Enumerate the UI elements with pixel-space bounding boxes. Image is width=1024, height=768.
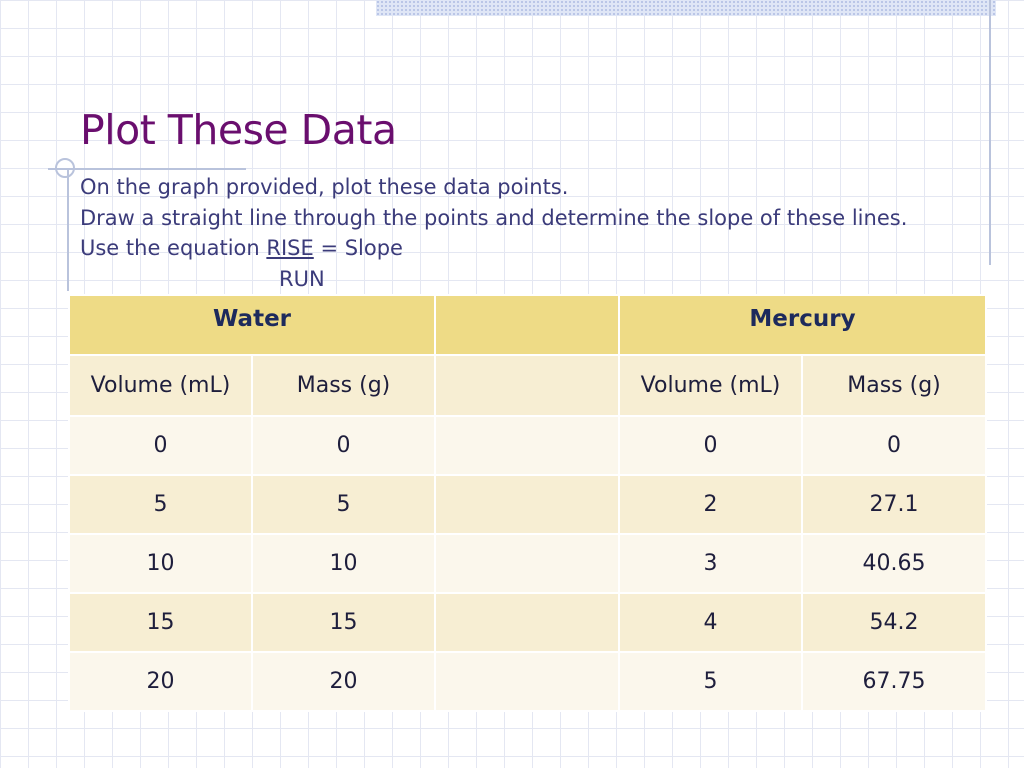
table-cell: 10	[250, 533, 437, 594]
table-cell: 20	[250, 651, 437, 712]
table-cell: 54.2	[801, 592, 988, 653]
table-cell: 5	[250, 474, 437, 535]
table-row: 20 20 5 67.75	[68, 651, 988, 712]
table-cell: 0	[68, 415, 253, 476]
table-cell: 0	[250, 415, 437, 476]
instruction-line-1: On the graph provided, plot these data p…	[80, 175, 569, 199]
table-cell: 15	[250, 592, 437, 653]
table-cell	[434, 474, 621, 535]
column-header: Mass (g)	[250, 354, 437, 417]
equation-prefix: Use the equation	[80, 236, 267, 260]
table-cell: 5	[68, 474, 253, 535]
crosshair-circle-icon	[55, 158, 75, 178]
table-cell: 10	[68, 533, 253, 594]
instruction-line-2: Draw a straight line through the points …	[80, 205, 908, 230]
table-cell	[434, 533, 621, 594]
table-cell: 27.1	[801, 474, 988, 535]
instruction-line-3: Use the equation RISE = Slope	[80, 233, 990, 264]
table-cell	[434, 651, 621, 712]
column-header	[434, 354, 621, 417]
column-header-row: Volume (mL) Mass (g) Volume (mL) Mass (g…	[68, 354, 988, 417]
table-row: 10 10 3 40.65	[68, 533, 988, 594]
equation-suffix: = Slope	[313, 236, 403, 260]
table-cell: 2	[618, 474, 804, 535]
column-header: Mass (g)	[801, 354, 988, 417]
table-row: 15 15 4 54.2	[68, 592, 988, 653]
table-cell: 0	[618, 415, 804, 476]
table-cell	[434, 592, 621, 653]
slide-title: Plot These Data	[80, 106, 397, 154]
data-table: Water Mercury Volume (mL) Mass (g) Volum…	[67, 294, 988, 712]
table-cell: 3	[618, 533, 804, 594]
table-cell: 67.75	[801, 651, 988, 712]
mercury-header: Mercury	[618, 294, 988, 356]
spacer-header	[434, 294, 621, 356]
right-decorative-rule	[989, 0, 991, 265]
table-cell: 5	[618, 651, 804, 712]
top-decorative-band	[376, 0, 996, 16]
equation-rise: RISE	[266, 236, 314, 260]
water-header: Water	[67, 294, 437, 356]
table-cell: 40.65	[801, 533, 988, 594]
table-header-row: Water Mercury	[67, 294, 988, 356]
column-header: Volume (mL)	[618, 354, 804, 417]
instructions-text: On the graph provided, plot these data p…	[80, 172, 990, 294]
table-cell: 15	[68, 592, 253, 653]
equation-run: RUN	[279, 266, 325, 291]
table-cell: 4	[618, 592, 804, 653]
table-row: 0 0 0 0	[68, 415, 988, 476]
table-cell	[434, 415, 621, 476]
left-decorative-rule	[67, 168, 69, 291]
column-header: Volume (mL)	[68, 354, 253, 417]
title-underline-rule	[48, 168, 246, 170]
table-row: 5 5 2 27.1	[68, 474, 988, 535]
table-cell: 0	[801, 415, 988, 476]
table-cell: 20	[68, 651, 253, 712]
